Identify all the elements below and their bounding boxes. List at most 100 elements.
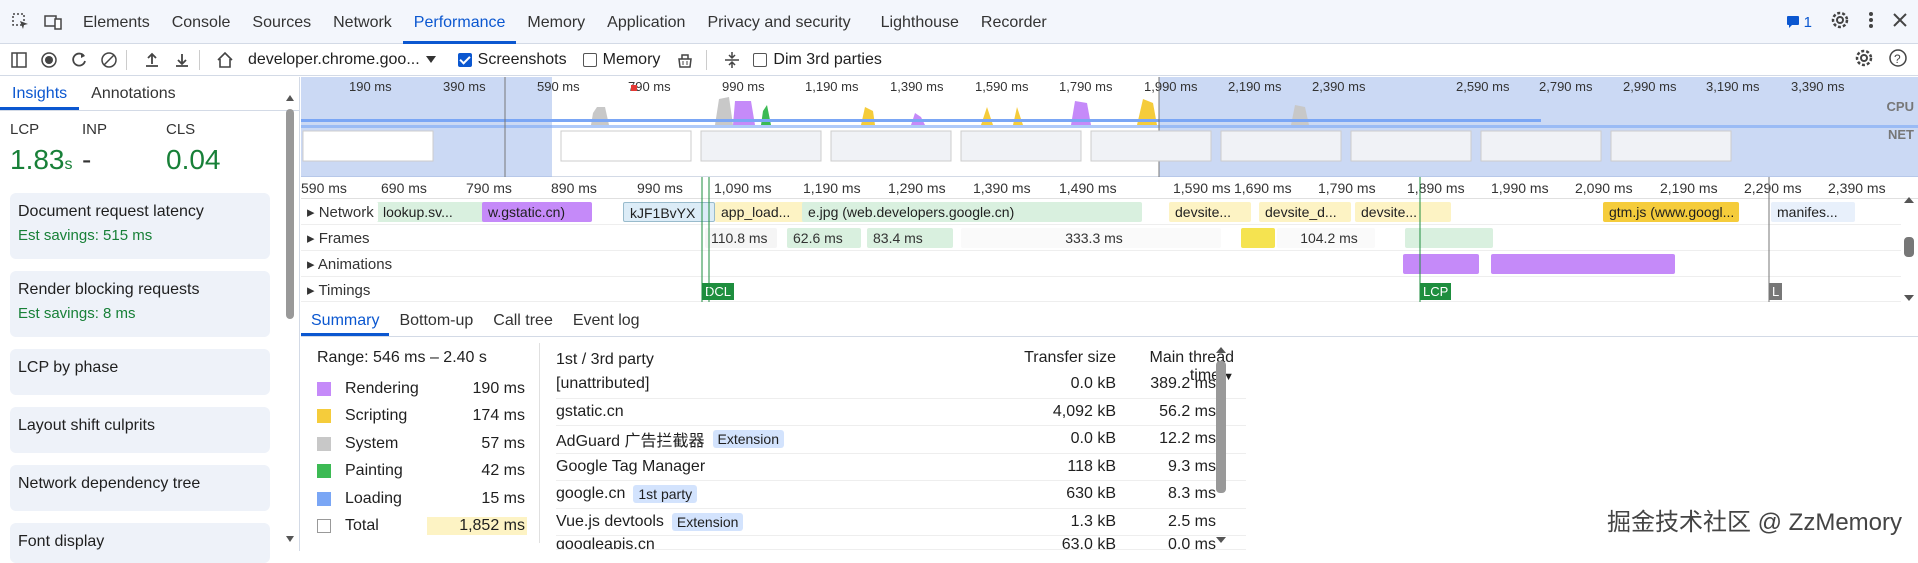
network-request[interactable]: devsite... [1169, 202, 1251, 222]
track-label-network[interactable]: ▸ Network [307, 203, 378, 221]
table-row[interactable]: Google Tag Manager 118 kB 9.3 ms [556, 454, 1246, 481]
recording-select[interactable]: developer.chrome.goo... [248, 51, 436, 69]
metric-inp[interactable]: INP - [82, 121, 154, 176]
divider [199, 49, 200, 70]
overview-tick: 1,790 ms [1059, 79, 1113, 94]
screenshots-checkbox-box[interactable] [457, 52, 472, 67]
table-row[interactable]: [unattributed] 0.0 kB 389.2 ms [556, 371, 1246, 399]
tab-annotations[interactable]: Annotations [91, 85, 176, 102]
screenshots-checkbox[interactable]: Screenshots [457, 51, 567, 69]
capture-settings-icon[interactable] [1854, 48, 1874, 73]
memory-checkbox-box[interactable] [582, 52, 597, 67]
track-label-animations[interactable]: ▸ Animations [307, 255, 397, 273]
first-party-badge: 1st party [633, 485, 698, 504]
tab-memory[interactable]: Memory [527, 13, 586, 31]
close-icon[interactable] [1892, 12, 1908, 33]
table-row[interactable]: AdGuard 广告拦截器 Extension 0.0 kB 12.2 ms [556, 426, 1246, 454]
more-options-icon[interactable] [1868, 10, 1874, 35]
timeline-overview[interactable]: 190 ms 390 ms 590 ms 790 ms 990 ms 1,190… [301, 77, 1918, 177]
device-toolbar-icon[interactable] [42, 11, 64, 33]
insight-lcp-by-phase[interactable]: LCP by phase [10, 349, 270, 395]
frame[interactable]: 62.6 ms [787, 228, 861, 248]
network-request[interactable]: app_load... [715, 202, 810, 222]
issues-button[interactable]: 1 [1786, 14, 1812, 31]
animation[interactable] [1403, 254, 1479, 274]
table-row[interactable]: Vue.js devtools Extension 1.3 kB 2.5 ms [556, 509, 1246, 536]
table-row[interactable]: googleapis.cn 63.0 kB 0.0 ms [556, 536, 1246, 550]
dim-3rd-parties-checkbox[interactable]: Dim 3rd parties [753, 51, 882, 69]
timings-track[interactable]: DCL LCP L ▸ Timings [301, 277, 1901, 302]
column-header[interactable]: Transfer size [1024, 349, 1116, 366]
network-request[interactable]: gtm.js (www.googl... [1603, 202, 1739, 222]
tab-performance[interactable]: Performance [402, 0, 517, 44]
table-row[interactable]: google.cn 1st party 630 kB 8.3 ms [556, 481, 1246, 509]
insight-font-display[interactable]: Font display [10, 523, 270, 563]
collapse-tracks-icon[interactable] [721, 49, 743, 71]
tab-call-tree[interactable]: Call tree [493, 312, 553, 329]
reload-record-icon[interactable] [68, 49, 90, 71]
network-request[interactable]: manifes... [1771, 202, 1855, 222]
table-scrollbar[interactable] [1215, 343, 1227, 543]
help-icon[interactable]: ? [1888, 48, 1908, 73]
record-icon[interactable] [38, 49, 60, 71]
frame[interactable]: 333.3 ms [961, 228, 1221, 248]
insight-layout-shift-culprits[interactable]: Layout shift culprits [10, 407, 270, 453]
insight-network-dependency-tree[interactable]: Network dependency tree [10, 465, 270, 511]
tab-console[interactable]: Console [171, 13, 231, 31]
timeline-tracks[interactable]: 590 ms 690 ms 790 ms 890 ms 990 ms 1,090… [301, 177, 1918, 302]
metric-cls[interactable]: CLS 0.04 [166, 121, 238, 176]
column-header[interactable]: 1st / 3rd party [556, 351, 654, 368]
toggle-sidebar-icon[interactable] [8, 49, 30, 71]
frame[interactable]: 110.8 ms [705, 228, 777, 248]
sidebar-scrollbar[interactable] [284, 77, 296, 551]
dim-3rd-parties-box[interactable] [753, 52, 768, 67]
network-request[interactable]: e.jpg (web.developers.google.cn) [802, 202, 1142, 222]
tab-sources[interactable]: Sources [252, 13, 312, 31]
clear-icon[interactable] [98, 49, 120, 71]
metric-lcp[interactable]: LCP 1.83s [10, 121, 82, 176]
summary-row: System 57 ms [317, 430, 527, 458]
network-request[interactable]: devsite... [1355, 202, 1451, 222]
tab-application[interactable]: Application [607, 13, 686, 31]
table-row[interactable]: gstatic.cn 4,092 kB 56.2 ms [556, 399, 1246, 426]
tab-insights[interactable]: Insights [0, 85, 80, 110]
load-marker[interactable]: L [1769, 283, 1783, 300]
home-icon[interactable] [214, 49, 236, 71]
settings-icon[interactable] [1830, 10, 1850, 35]
frame[interactable]: 104.2 ms [1277, 228, 1375, 248]
tab-event-log[interactable]: Event log [572, 312, 640, 329]
dcl-marker[interactable]: DCL [702, 283, 735, 300]
upload-icon[interactable] [141, 49, 163, 71]
memory-checkbox[interactable]: Memory [582, 51, 660, 69]
issues-icon [1786, 16, 1799, 28]
network-request[interactable]: kJF1BvYX [623, 202, 715, 222]
frame[interactable] [1405, 228, 1493, 248]
insight-render-blocking-requests[interactable]: Render blocking requests Est savings: 8 … [10, 271, 270, 337]
track-label-frames[interactable]: ▸ Frames [307, 229, 374, 247]
track-label-timings[interactable]: ▸ Timings [307, 281, 375, 299]
tab-recorder[interactable]: Recorder [980, 13, 1047, 31]
network-track[interactable]: lookup.sv... w.gstatic.cn) kJF1BvYX app_… [301, 199, 1901, 225]
network-request[interactable]: lookup.sv... [377, 202, 492, 222]
tab-network[interactable]: Network [333, 13, 392, 31]
tab-lighthouse[interactable]: Lighthouse [880, 13, 959, 31]
tab-elements[interactable]: Elements [83, 13, 150, 31]
inspect-element-icon[interactable] [10, 11, 32, 33]
frame[interactable]: 83.4 ms [867, 228, 953, 248]
performance-toolbar: developer.chrome.goo... Screenshots Memo… [0, 44, 1918, 76]
column-header[interactable]: Main thread time ▼ [1149, 349, 1235, 384]
network-request[interactable]: w.gstatic.cn) [482, 202, 592, 222]
frames-track[interactable]: 110.8 ms 62.6 ms 83.4 ms 333.3 ms 104.2 … [301, 225, 1901, 251]
animation[interactable] [1491, 254, 1675, 274]
download-icon[interactable] [171, 49, 193, 71]
lcp-marker[interactable]: LCP [1420, 283, 1452, 300]
tab-privacy-security[interactable]: Privacy and security [707, 13, 851, 31]
frame-dropped[interactable] [1241, 228, 1275, 248]
network-request[interactable]: devsite_d... [1259, 202, 1351, 222]
tab-bottom-up[interactable]: Bottom-up [399, 312, 474, 329]
overview-tick: 390 ms [443, 79, 486, 94]
garbage-collect-icon[interactable] [674, 49, 696, 71]
animations-track[interactable]: ▸ Animations [301, 251, 1901, 277]
tab-summary[interactable]: Summary [301, 312, 390, 336]
insight-document-request-latency[interactable]: Document request latency Est savings: 51… [10, 193, 270, 259]
